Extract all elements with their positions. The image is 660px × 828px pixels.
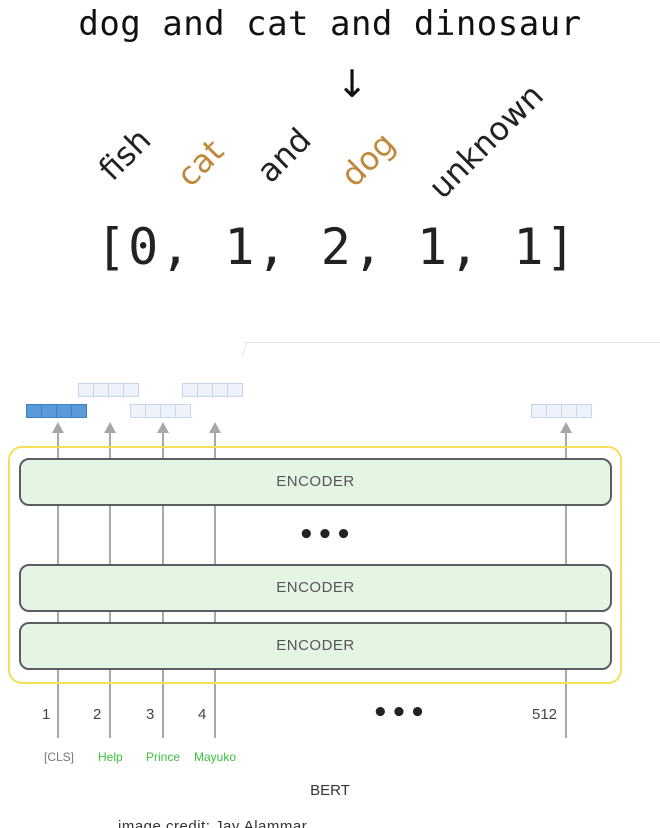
token-label: Prince xyxy=(146,750,181,764)
output-vector-512 xyxy=(531,404,592,418)
input-line xyxy=(162,670,164,738)
up-arrow-icon xyxy=(157,422,169,458)
vocab-word-unknown: unknown xyxy=(421,76,551,206)
output-vector-3 xyxy=(130,404,191,418)
bert-label: BERT xyxy=(310,782,350,799)
vocab-word-dog: dog xyxy=(333,124,403,194)
input-sentence: dog and cat and dinosaur xyxy=(78,4,582,44)
position-number: 512 xyxy=(532,706,558,723)
encoder-block-top: ENCODER xyxy=(19,458,612,506)
encoder-ellipsis: ••• xyxy=(298,520,354,550)
token-label: [CLS] xyxy=(44,750,75,764)
connector-line xyxy=(162,610,164,624)
vocab-word-and: and xyxy=(249,120,319,190)
up-arrow-icon xyxy=(209,422,221,458)
token-id-array: [0, 1, 2, 1, 1] xyxy=(96,218,578,276)
connector-line xyxy=(565,505,567,565)
encoder-block-bottom: ENCODER xyxy=(19,622,612,670)
input-line xyxy=(565,670,567,738)
token-label: Mayuko xyxy=(194,750,237,764)
position-number: 2 xyxy=(93,706,102,723)
position-number: 1 xyxy=(42,706,51,723)
connector-line xyxy=(214,505,216,565)
position-number: 4 xyxy=(198,706,207,723)
connector-line xyxy=(109,505,111,565)
connector-line xyxy=(57,505,59,565)
encoder-block-middle: ENCODER xyxy=(19,564,612,612)
input-line xyxy=(109,670,111,738)
connector-line xyxy=(162,505,164,565)
frame-corner xyxy=(241,342,248,356)
vocab-word-cat: cat xyxy=(169,131,232,194)
connector-line xyxy=(109,610,111,624)
connector-line xyxy=(565,610,567,624)
output-vector-cls xyxy=(26,404,87,418)
image-credit: image credit: Jay Alammar xyxy=(118,818,308,828)
up-arrow-icon xyxy=(52,422,64,458)
token-label: Help xyxy=(98,750,123,764)
input-line xyxy=(214,670,216,738)
up-arrow-icon xyxy=(104,422,116,458)
vocab-word-fish: fish xyxy=(91,120,159,188)
position-number: 3 xyxy=(146,706,155,723)
up-arrow-icon xyxy=(560,422,572,458)
output-vector-2 xyxy=(78,383,139,397)
connector-line xyxy=(57,610,59,624)
output-vector-4 xyxy=(182,383,243,397)
connector-line xyxy=(214,610,216,624)
position-ellipsis: ••• xyxy=(372,698,428,728)
bert-diagram: ENCODER ••• ENCODER ENCODER 1 2 3 4 ••• … xyxy=(0,340,660,828)
bert-model-frame xyxy=(8,446,622,684)
frame-top-line xyxy=(244,342,660,343)
arrow-down-icon: ↓ xyxy=(336,62,368,106)
input-line xyxy=(57,670,59,738)
